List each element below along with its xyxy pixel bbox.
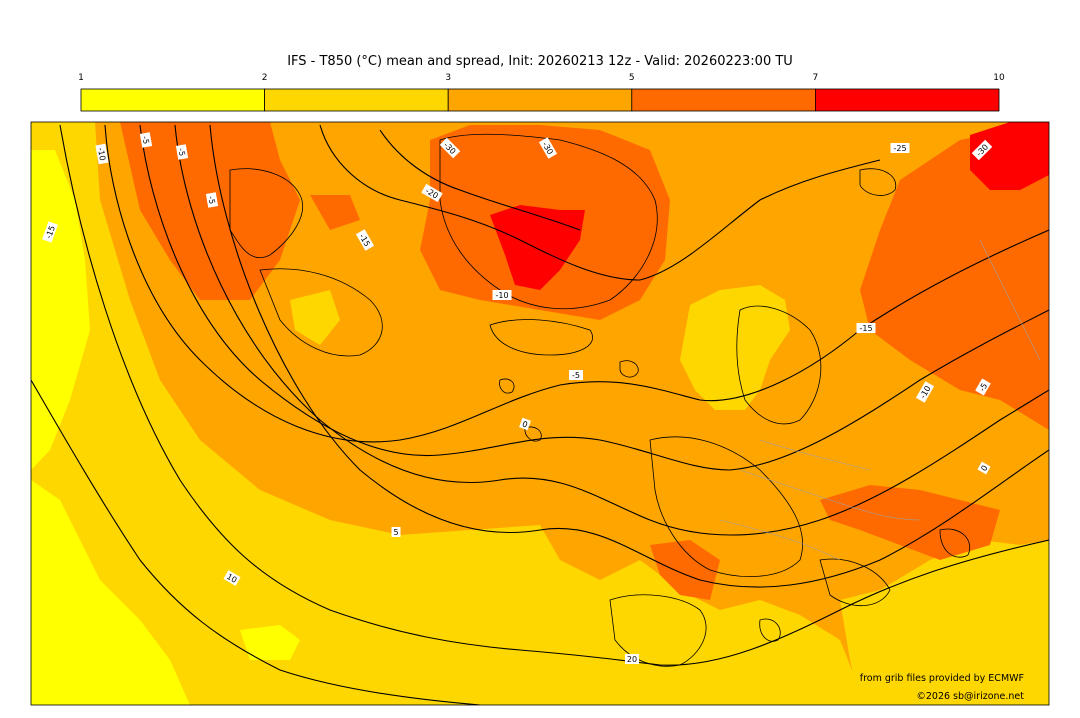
contour-label: -10 [95, 143, 109, 165]
credit-ecmwf: from grib files provided by ECMWF [859, 673, 1024, 684]
contour-label: -15 [42, 221, 58, 243]
credit-author: ©2026 sb@irizone.net [916, 691, 1024, 702]
colorbar-tick-label: 5 [629, 73, 635, 83]
spread-region-5-7-small [310, 195, 360, 230]
borders [719, 239, 1041, 561]
contour-label: -5 [139, 132, 153, 148]
colorbar-tick-label: 1 [78, 73, 84, 83]
contour-label-text: -15 [44, 224, 57, 239]
contour-label-text: -10 [495, 291, 508, 300]
contour-label: 0 [519, 417, 531, 431]
contour-label-text: 5 [393, 528, 398, 537]
spread-region-2-3-north [680, 285, 790, 410]
contour-label-text: 20 [627, 655, 637, 664]
spread-region-7-10-ne [970, 122, 1049, 190]
colorbar-tick-label: 10 [993, 73, 1005, 83]
spread-region-5-7-east [820, 485, 1000, 560]
contour-label: -5 [975, 378, 991, 396]
colorbar-bins [80, 88, 1000, 112]
contour-label-text: -5 [176, 147, 186, 156]
spread-region-1-2-sw [31, 480, 190, 705]
contour-label-text: -5 [572, 371, 580, 380]
contour-label-text: 0 [979, 464, 989, 473]
spread-region-2-3-nw [290, 290, 340, 345]
contour-label: -5 [175, 144, 189, 160]
spread-region-5-7-ne [860, 122, 1049, 430]
contour-label: 20 [625, 654, 639, 664]
contour-label-text: -5 [206, 195, 216, 204]
contour-label-text: -15 [859, 324, 872, 333]
contour-label: -10 [492, 290, 512, 300]
spread-region-2-3-east [840, 540, 1049, 705]
contour-label-text: -5 [978, 382, 990, 393]
contour-label-text: -10 [96, 147, 107, 161]
colorbar-ticks: 1 2 3 5 7 10 [78, 73, 1005, 83]
colorbar-bin-7-10 [815, 88, 1000, 112]
contour-label: -15 [856, 323, 876, 333]
colorbar-tick-label: 7 [813, 73, 819, 83]
spread-region-5-7-nw [120, 122, 300, 300]
contour-label: -5 [569, 370, 583, 380]
contour-label-text: -5 [140, 135, 150, 144]
spread-region-7-10-greenland [490, 205, 585, 290]
spread-region-2-3 [31, 122, 860, 705]
spread-region-5-7-balkans [650, 540, 720, 600]
contour-label-text: -25 [893, 144, 906, 153]
colorbar-tick-label: 2 [262, 73, 268, 83]
colorbar: 1 2 3 5 7 10 [78, 73, 1005, 112]
contour-label: 5 [391, 527, 401, 537]
chart-title: IFS - T850 (°C) mean and spread, Init: 2… [287, 54, 793, 69]
contour-label: 10 [223, 570, 241, 586]
colorbar-tick-label: 3 [445, 73, 451, 83]
contour-label-text: 0 [521, 419, 529, 429]
contour-label: -5 [205, 192, 219, 208]
contour-label: 0 [977, 461, 991, 475]
spread-region-1-2-blob [240, 625, 300, 660]
contour-label-text: 10 [225, 572, 238, 585]
contour-label: -25 [890, 143, 910, 153]
